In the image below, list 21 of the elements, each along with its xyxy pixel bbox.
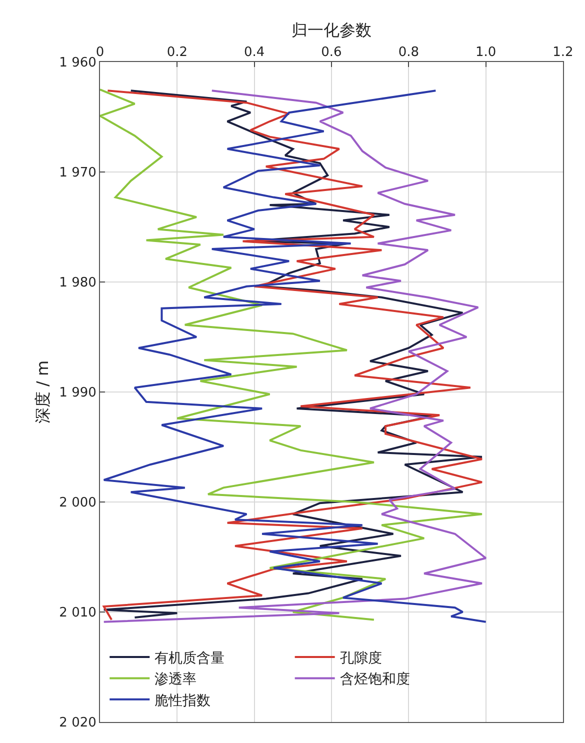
legend-label: 有机质含量 — [154, 650, 225, 666]
x-axis-title: 归一化参数 — [292, 20, 372, 40]
y-axis-title: 深度 / m — [33, 360, 52, 424]
x-tick-label: 1.2 — [552, 44, 574, 60]
legend-label: 孔隙度 — [340, 650, 382, 666]
legend-label: 含烃饱和度 — [340, 672, 410, 688]
x-tick-label: 0 — [96, 44, 104, 60]
x-tick-label: 0.8 — [398, 44, 420, 60]
y-tick-label: 1 970 — [59, 166, 96, 181]
y-tick-label: 2 010 — [59, 606, 96, 621]
y-tick-label: 1 980 — [59, 276, 96, 291]
x-tick-label: 1.0 — [475, 44, 496, 60]
y-tick-label: 2 000 — [59, 496, 96, 511]
y-tick-label: 1 960 — [59, 56, 96, 71]
x-tick-label: 0.6 — [321, 44, 342, 60]
x-tick-label: 0.2 — [166, 44, 188, 60]
y-tick-label: 2 020 — [59, 716, 96, 731]
legend-label: 脆性指数 — [154, 692, 211, 709]
x-tick-label: 0.4 — [244, 44, 265, 60]
legend-label: 渗透率 — [154, 672, 197, 688]
y-tick-label: 1 990 — [59, 386, 96, 401]
